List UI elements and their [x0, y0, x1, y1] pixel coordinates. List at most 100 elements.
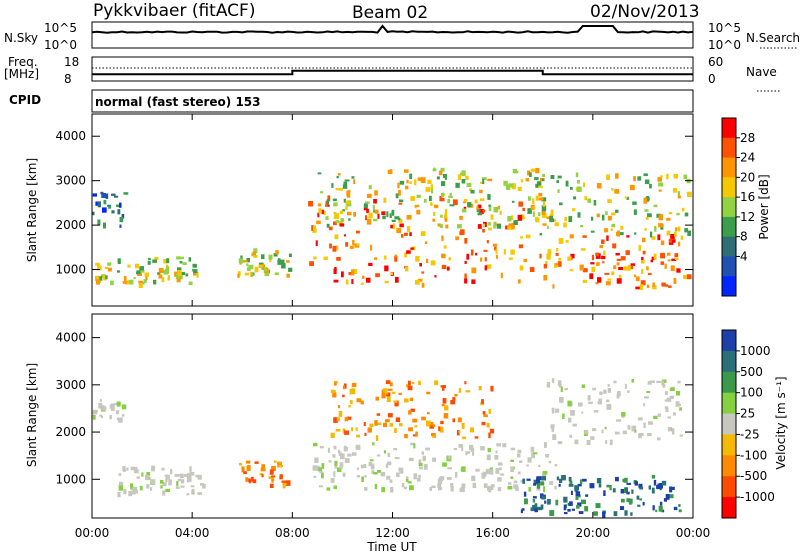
echo-cell: [458, 430, 461, 433]
echo-cell: [118, 484, 123, 491]
echo-cell: [238, 258, 244, 264]
echo-cell: [625, 250, 630, 255]
echo-cell: [577, 179, 580, 184]
echo-cell: [671, 486, 675, 490]
echo-cell: [664, 263, 667, 269]
echo-cell: [365, 201, 370, 204]
echo-cell: [624, 196, 628, 199]
echo-cell: [394, 255, 398, 262]
echo-cell: [373, 199, 377, 204]
echo-cell: [277, 461, 282, 468]
echo-cell: [534, 177, 539, 181]
y-tick-label: 4000: [55, 331, 86, 345]
echo-cell: [515, 486, 519, 491]
echo-cell: [346, 194, 351, 198]
echo-cell: [263, 267, 268, 272]
echo-cell: [343, 383, 347, 389]
echo-cell: [457, 174, 462, 180]
echo-cell: [338, 411, 343, 417]
echo-cell: [344, 430, 350, 435]
echo-cell: [532, 499, 536, 503]
echo-cell: [563, 223, 567, 228]
cpid-label: CPID: [9, 93, 41, 107]
echo-cell: [607, 215, 612, 221]
echo-cell: [471, 267, 477, 274]
echo-cell: [370, 463, 375, 470]
colorbar-swatch: [722, 413, 736, 435]
echo-cell: [647, 273, 652, 276]
echo-cell: [189, 466, 192, 472]
echo-cell: [441, 404, 445, 407]
echo-cell: [335, 245, 339, 251]
echo-cell: [123, 192, 129, 195]
echo-cell: [508, 183, 514, 188]
echo-cell: [596, 213, 600, 218]
echo-cell: [279, 474, 283, 480]
echo-cell: [424, 198, 427, 203]
echo-cell: [315, 240, 318, 246]
echo-cell: [467, 202, 472, 208]
echo-cell: [308, 201, 313, 207]
echo-cell: [472, 482, 477, 489]
echo-cell: [319, 445, 324, 449]
echo-cell: [145, 475, 150, 480]
echo-cell: [404, 252, 407, 258]
echo-cell: [488, 204, 491, 207]
echo-cell: [457, 224, 462, 229]
echo-cell: [441, 235, 444, 242]
echo-cell: [591, 254, 594, 261]
echo-cell: [286, 273, 290, 278]
echo-cell: [327, 195, 331, 202]
echo-cell: [459, 487, 464, 493]
nave-label: Nave: [746, 65, 777, 79]
echo-cell: [333, 445, 337, 450]
echo-cell: [328, 460, 332, 463]
echo-cell: [464, 238, 468, 244]
echo-cell: [648, 485, 651, 490]
echo-cell: [387, 452, 391, 457]
echo-cell: [611, 271, 615, 276]
echo-cell: [500, 272, 503, 279]
echo-cell: [176, 256, 181, 260]
echo-cell: [102, 405, 105, 410]
nsky-label: N.Sky: [4, 31, 38, 45]
echo-cell: [526, 464, 529, 467]
echo-cell: [165, 488, 171, 492]
echo-cell: [639, 498, 642, 501]
echo-cell: [590, 436, 595, 440]
echo-cell: [472, 451, 475, 456]
echo-cell: [517, 279, 521, 284]
echo-cell: [351, 388, 356, 395]
echo-cell: [330, 477, 335, 483]
echo-cell: [389, 382, 393, 387]
echo-cell: [510, 476, 514, 479]
echo-cell: [396, 472, 400, 478]
echo-cell: [383, 450, 386, 454]
echo-cell: [130, 483, 134, 490]
echo-cell: [275, 250, 279, 255]
echo-cell: [626, 491, 630, 495]
echo-cell: [678, 403, 681, 407]
echo-cell: [554, 265, 558, 268]
echo-cell: [334, 213, 340, 219]
echo-cell: [345, 447, 349, 451]
echo-cell: [667, 427, 672, 432]
echo-cell: [398, 190, 401, 196]
echo-cell: [550, 175, 555, 179]
echo-cell: [323, 210, 326, 215]
echo-cell: [602, 214, 605, 221]
echo-cell: [541, 197, 547, 202]
echo-cell: [540, 481, 545, 486]
echo-cell: [528, 196, 531, 201]
echo-cell: [638, 483, 643, 489]
echo-cell: [463, 201, 467, 204]
echo-cell: [394, 254, 398, 257]
echo-cell: [386, 461, 392, 466]
echo-cell: [409, 397, 414, 401]
echo-cell: [536, 477, 540, 483]
echo-cell: [569, 269, 574, 272]
echo-cell: [617, 391, 621, 397]
echo-cell: [386, 211, 389, 218]
echo-cell: [598, 483, 602, 488]
echo-cell: [441, 253, 446, 259]
